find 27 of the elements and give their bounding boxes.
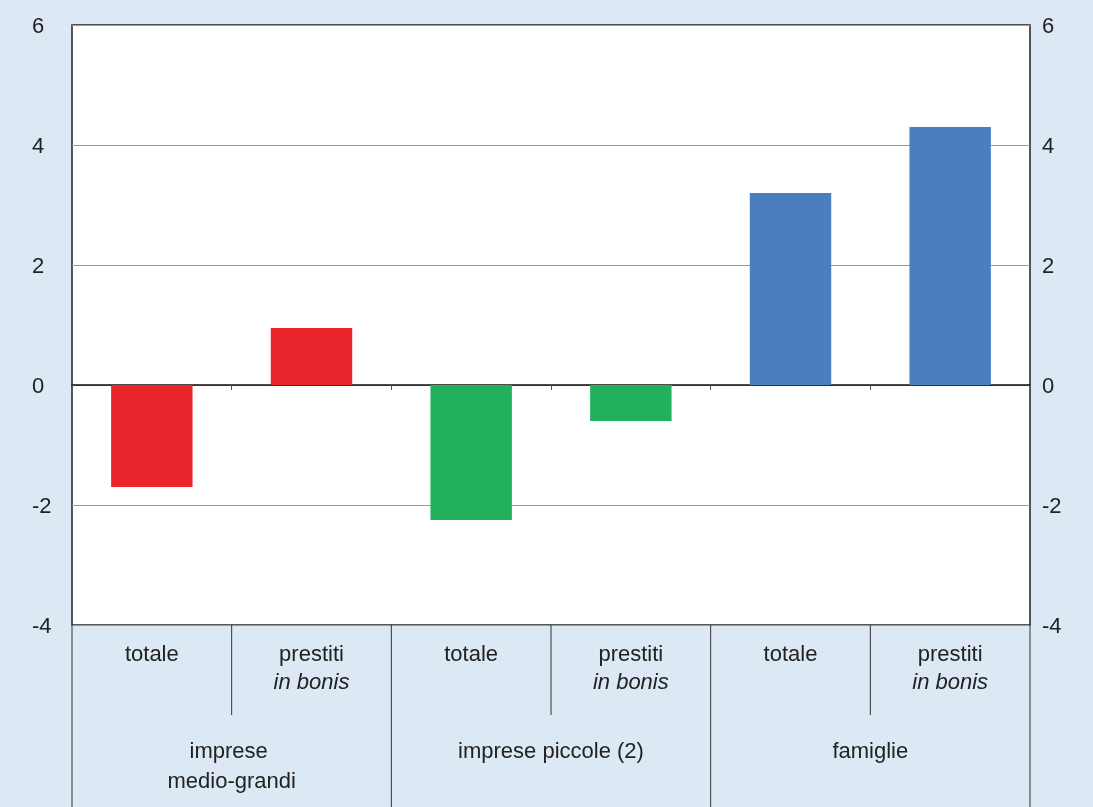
bar [909,127,991,385]
x-tick-label: totale [124,640,179,666]
y2-tick-label: 0 [1042,372,1055,398]
bar [590,385,672,421]
y-tick-label: 6 [32,12,45,38]
y2-tick-label: 2 [1042,252,1055,278]
y-tick-label: 0 [32,372,45,398]
y-tick-label: 2 [32,252,45,278]
x-tick-label: prestiti in bonis [273,640,350,694]
bar [430,385,512,520]
y2-tick-label: 4 [1042,132,1055,158]
text: famiglie [832,737,909,763]
x-tick-label: totale [444,640,499,666]
x-tick-label: totale [763,640,818,666]
x-tick-label: prestiti in bonis [592,640,669,694]
bar [749,193,832,385]
text: imprese medio-grandi [167,737,296,793]
x-tick-label: prestiti in bonis [912,640,989,694]
y-tick-label: -2 [32,492,52,518]
text: imprese piccole (2) [458,737,644,763]
y-tick-label: 4 [32,132,45,158]
y-tick-label: -4 [32,612,52,638]
bar [270,328,353,385]
y2-tick-label: -4 [1042,612,1062,638]
y2-tick-label: -2 [1042,492,1062,518]
y2-tick-label: 6 [1042,12,1055,38]
bar [111,385,193,487]
